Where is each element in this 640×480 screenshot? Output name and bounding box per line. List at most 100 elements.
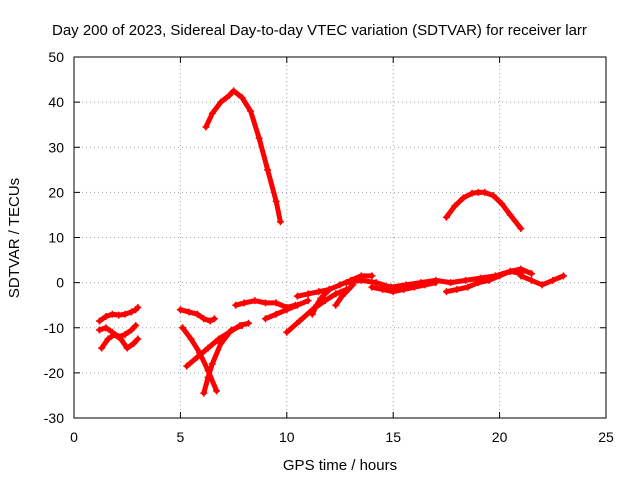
data-point [244,319,252,327]
data-point [121,310,129,318]
y-tick-label: 10 [48,230,64,246]
x-tick-label: 10 [279,429,295,445]
data-point [317,294,325,302]
data-point [232,301,240,309]
data-point [313,301,321,309]
series-trace [333,282,356,308]
data-point [225,91,233,99]
data-point [98,344,106,352]
data-point [549,276,557,284]
y-tick-label: -30 [44,410,64,426]
data-point [179,324,187,332]
data-point [517,224,525,232]
data-point [332,301,340,309]
data-point [345,285,353,293]
data-point [121,331,129,339]
data-point [262,299,270,307]
series-arc-h [308,285,333,318]
data-point [304,297,312,305]
series-trace [443,189,524,231]
data-point [215,335,223,343]
data-point [102,312,110,320]
data-point [123,344,131,352]
data-point [389,288,397,296]
data-point [474,188,482,196]
data-point [410,283,418,291]
data-point [176,306,184,314]
data-point [185,308,193,316]
data-point [206,317,214,325]
series-arc-a4 [123,335,142,352]
data-point [183,362,191,370]
data-point [227,326,235,334]
y-tick-label: 40 [48,94,64,110]
data-point [230,87,238,95]
series-arc-b1 [176,306,218,325]
grid-lines [74,57,606,418]
y-tick-label: 50 [48,49,64,65]
data-point [251,297,259,305]
data-point [517,265,525,273]
data-point [238,321,246,329]
data-point [193,310,201,318]
data-point [372,279,380,287]
y-tick-label: -20 [44,365,64,381]
data-point [247,107,255,115]
data-point [108,310,116,318]
data-point [517,272,525,280]
data-point [368,272,376,280]
data-point [462,276,470,284]
data-point [308,310,316,318]
data-point [102,324,110,332]
data-point [538,281,546,289]
data-point [325,285,333,293]
data-point [451,202,459,210]
data-point [315,288,323,296]
data-point [204,344,212,352]
x-tick-label: 0 [70,429,78,445]
data-point [210,315,218,323]
data-point [262,315,270,323]
data-point [202,123,210,131]
data-point [204,373,212,381]
data-point [304,290,312,298]
data-point [528,270,536,278]
data-point [208,360,216,368]
data-point [489,192,497,200]
chart-title: Day 200 of 2023, Sidereal Day-to-day VTE… [52,22,587,39]
data-point [342,279,350,287]
series-arc-c [202,87,284,226]
data-point [506,267,514,275]
data-point [272,299,280,307]
data-point [193,353,201,361]
y-tick-label: 0 [56,275,64,291]
data-point [200,389,208,397]
data-point [130,340,138,348]
data-point [506,211,514,219]
data-point [468,189,476,197]
series-arc-l [442,265,536,296]
data-point [208,109,216,117]
data-point [474,279,482,287]
x-tick-label: 25 [598,429,614,445]
data-point [117,335,125,343]
series-arc-b4 [200,321,246,397]
data-point [498,200,506,208]
series-arc-a1 [96,303,142,325]
data-point [293,301,301,309]
data-point [264,166,272,174]
data-point [442,288,450,296]
data-point [217,98,225,106]
data-point [496,272,504,280]
data-point [293,292,301,300]
x-axis-title: GPS time / hours [283,457,397,474]
data-point [272,310,280,318]
x-tick-label: 15 [385,429,401,445]
data-point [238,94,246,102]
data-point [104,335,112,343]
data-point [336,281,344,289]
data-point [368,283,376,291]
data-point [132,321,140,329]
data-point [96,326,104,334]
data-point [200,315,208,323]
